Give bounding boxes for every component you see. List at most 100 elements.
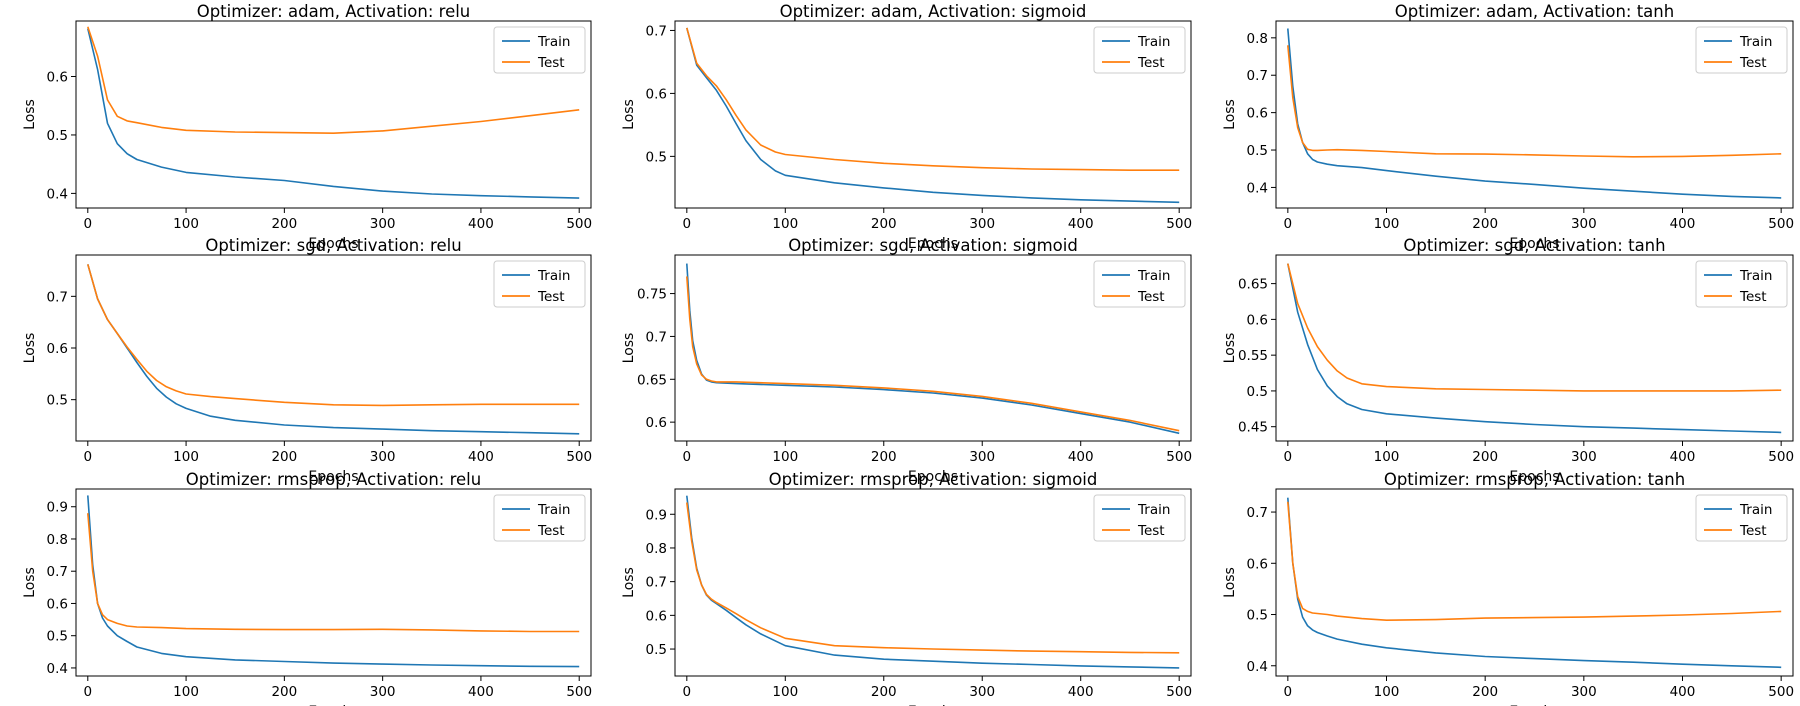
series-line-test bbox=[87, 264, 580, 407]
legend-label-train: Train bbox=[1137, 502, 1170, 518]
legend-label-train: Train bbox=[1739, 34, 1772, 50]
legend: Train Test bbox=[1093, 260, 1186, 308]
y-tick-label: 0.75 bbox=[637, 287, 667, 303]
legend-label-train: Train bbox=[1137, 268, 1170, 284]
x-axis-label: Epochs bbox=[1509, 469, 1559, 485]
legend-label-test: Test bbox=[1739, 55, 1767, 71]
series-line-test bbox=[1287, 501, 1782, 621]
x-tick-label: 300 bbox=[969, 216, 995, 232]
plot-frame bbox=[674, 254, 1192, 442]
y-tick-label: 0.45 bbox=[1238, 420, 1268, 436]
y-tick-label: 0.6 bbox=[646, 415, 667, 431]
y-axis-label: Loss bbox=[621, 99, 637, 130]
plot-frame bbox=[1275, 20, 1794, 209]
subplot-title: Optimizer: rmsprop, Activation: sigmoid bbox=[769, 470, 1098, 489]
x-tick-label: 0 bbox=[83, 449, 92, 465]
x-tick-label: 100 bbox=[1374, 449, 1400, 465]
subplot-title: Optimizer: rmsprop, Activation: tanh bbox=[1384, 470, 1685, 489]
plot-frame bbox=[75, 20, 592, 209]
legend-label-train: Train bbox=[1739, 502, 1772, 518]
series-line-test bbox=[686, 276, 1180, 432]
y-axis-label: Loss bbox=[1222, 567, 1238, 598]
y-tick-label: 0.5 bbox=[1247, 384, 1268, 400]
y-tick-label: 0.7 bbox=[646, 329, 667, 345]
x-axis-label: Epochs bbox=[1509, 236, 1559, 252]
x-tick-label: 200 bbox=[1472, 449, 1498, 465]
legend-label-test: Test bbox=[537, 523, 565, 539]
legend-label-test: Test bbox=[1739, 523, 1767, 539]
subplot-1: Optimizer: adam, Activation: relu Loss Epo… bbox=[22, 2, 592, 252]
y-tick-label: 0.5 bbox=[646, 642, 667, 658]
y-axis-label: Loss bbox=[621, 567, 637, 598]
series-line-train bbox=[1287, 263, 1782, 434]
y-tick-label: 0.4 bbox=[47, 186, 68, 202]
y-tick-label: 0.6 bbox=[646, 608, 667, 624]
x-tick-label: 200 bbox=[1472, 216, 1498, 232]
x-tick-label: 200 bbox=[271, 684, 297, 700]
subplot-5: Optimizer: sgd, Activation: sigmoid Loss E… bbox=[621, 236, 1192, 485]
y-tick-label: 0.9 bbox=[47, 500, 68, 516]
x-tick-label: 0 bbox=[683, 449, 692, 465]
y-tick-label: 0.4 bbox=[47, 661, 68, 677]
legend: Train Test bbox=[1695, 260, 1788, 308]
x-tick-label: 500 bbox=[566, 449, 592, 465]
x-tick-label: 500 bbox=[1166, 449, 1192, 465]
y-axis-label: Loss bbox=[22, 99, 38, 130]
x-axis-label: Epochs bbox=[908, 704, 958, 706]
series-line-train bbox=[87, 28, 580, 199]
x-tick-label: 400 bbox=[468, 216, 494, 232]
subplot-4: Optimizer: sgd, Activation: relu Loss Epoc… bbox=[22, 236, 592, 485]
x-tick-label: 300 bbox=[370, 684, 396, 700]
x-tick-label: 100 bbox=[173, 449, 199, 465]
x-tick-label: 100 bbox=[173, 684, 199, 700]
x-tick-label: 300 bbox=[1571, 684, 1597, 700]
y-tick-label: 0.7 bbox=[1247, 505, 1268, 521]
x-tick-label: 500 bbox=[1768, 216, 1794, 232]
series-line-test bbox=[1287, 45, 1782, 158]
legend-label-test: Test bbox=[1137, 523, 1165, 539]
x-tick-label: 200 bbox=[271, 216, 297, 232]
series-line-train bbox=[87, 495, 580, 668]
y-axis-label: Loss bbox=[1222, 99, 1238, 130]
y-tick-label: 0.5 bbox=[646, 149, 667, 165]
subplot-title: Optimizer: adam, Activation: sigmoid bbox=[780, 2, 1087, 21]
y-tick-label: 0.5 bbox=[47, 128, 68, 144]
x-tick-label: 200 bbox=[1472, 684, 1498, 700]
y-axis-label: Loss bbox=[621, 333, 637, 364]
x-tick-label: 100 bbox=[1374, 216, 1400, 232]
legend: Train Test bbox=[493, 26, 586, 74]
subplot-title: Optimizer: sgd, Activation: sigmoid bbox=[788, 236, 1078, 255]
x-tick-label: 300 bbox=[1571, 449, 1597, 465]
y-tick-label: 0.6 bbox=[646, 86, 667, 102]
series-line-test bbox=[686, 502, 1180, 654]
legend-label-test: Test bbox=[1137, 55, 1165, 71]
legend: Train Test bbox=[493, 260, 586, 308]
x-tick-label: 0 bbox=[683, 684, 692, 700]
x-tick-label: 200 bbox=[871, 449, 897, 465]
subplot-7: Optimizer: rmsprop, Activation: relu Loss… bbox=[22, 470, 592, 706]
x-tick-label: 0 bbox=[83, 684, 92, 700]
legend: Train Test bbox=[1695, 26, 1788, 74]
x-axis-label: Epochs bbox=[308, 236, 358, 252]
x-tick-label: 400 bbox=[468, 449, 494, 465]
x-tick-label: 100 bbox=[772, 216, 798, 232]
x-tick-label: 300 bbox=[370, 216, 396, 232]
y-tick-label: 0.6 bbox=[1247, 106, 1268, 122]
series-line-test bbox=[87, 26, 580, 134]
y-tick-label: 0.55 bbox=[1238, 348, 1268, 364]
plot-frame bbox=[674, 20, 1192, 209]
y-tick-label: 0.6 bbox=[47, 596, 68, 612]
plot-frame bbox=[75, 488, 592, 677]
x-axis-label: Epochs bbox=[308, 469, 358, 485]
subplot-9: Optimizer: rmsprop, Activation: tanh Loss… bbox=[1222, 470, 1794, 706]
y-axis-label: Loss bbox=[22, 567, 38, 598]
x-tick-label: 500 bbox=[1768, 449, 1794, 465]
subplot-8: Optimizer: rmsprop, Activation: sigmoid L… bbox=[621, 470, 1192, 706]
y-tick-label: 0.6 bbox=[1247, 556, 1268, 572]
x-tick-label: 500 bbox=[1166, 684, 1192, 700]
x-tick-label: 200 bbox=[871, 684, 897, 700]
series-line-test bbox=[686, 27, 1180, 171]
y-tick-label: 0.5 bbox=[47, 393, 68, 409]
plot-frame bbox=[75, 254, 592, 442]
